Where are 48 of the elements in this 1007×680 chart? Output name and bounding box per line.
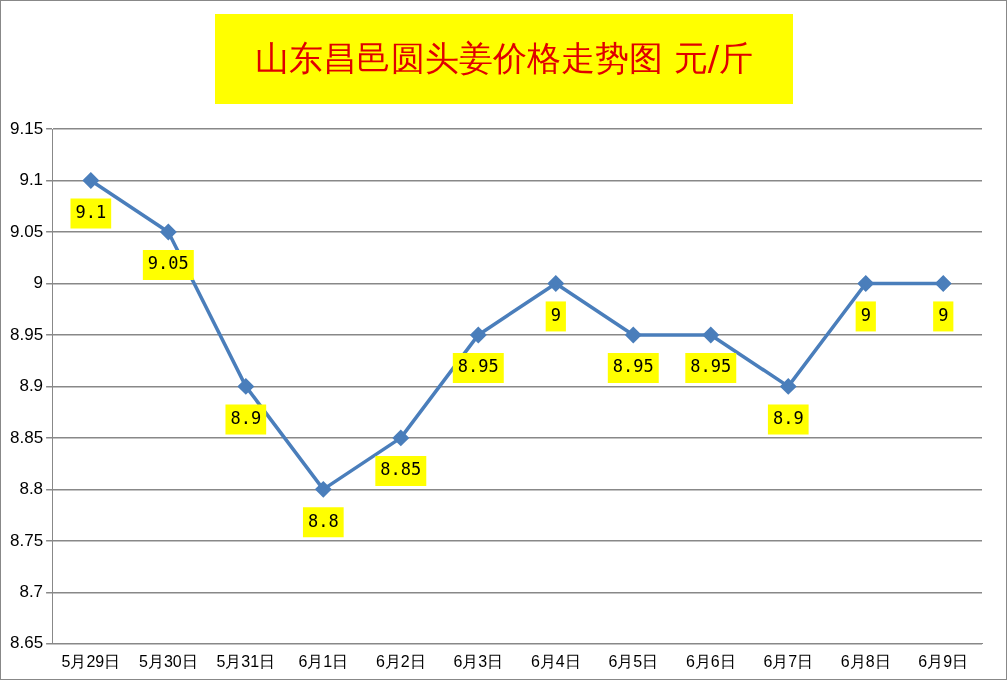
point bbox=[858, 275, 874, 292]
point bbox=[780, 378, 797, 395]
point bbox=[625, 327, 642, 343]
y-tick-label: 8.95 bbox=[9, 324, 44, 344]
data-label: 8.95 bbox=[690, 356, 732, 377]
point bbox=[83, 172, 99, 189]
point bbox=[935, 275, 951, 292]
y-tick-label: 9.15 bbox=[9, 118, 44, 138]
x-tick-label: 6月8日 bbox=[840, 652, 891, 670]
point bbox=[470, 327, 487, 343]
x-tick-label: 6月1日 bbox=[298, 652, 349, 670]
data-label: 8.9 bbox=[772, 407, 804, 428]
y-tick-label: 9.05 bbox=[9, 221, 44, 241]
data-label: 8.9 bbox=[230, 407, 262, 428]
data-label: 8.8 bbox=[307, 510, 339, 531]
x-tick-label: 5月31日 bbox=[216, 652, 276, 670]
x-tick-label: 6月4日 bbox=[530, 652, 581, 670]
x-tick-label: 5月29日 bbox=[61, 652, 121, 670]
chart-title: 山东昌邑圆头姜价格走势图 元/斤 bbox=[215, 14, 793, 104]
data-label: 9 bbox=[938, 304, 949, 325]
x-tick-label: 6月7日 bbox=[763, 652, 814, 670]
point bbox=[548, 275, 564, 292]
point bbox=[160, 224, 177, 240]
data-label: 9 bbox=[860, 304, 871, 325]
y-tick-label: 9 bbox=[33, 273, 44, 293]
point bbox=[315, 481, 332, 498]
point bbox=[703, 327, 719, 343]
data-label: 9.05 bbox=[147, 253, 189, 274]
y-tick-label: 8.85 bbox=[9, 427, 44, 447]
data-label: 8.95 bbox=[612, 356, 654, 377]
x-tick-label: 6月2日 bbox=[375, 652, 426, 670]
x-tick-label: 6月9日 bbox=[918, 652, 969, 670]
y-tick-label: 9.1 bbox=[19, 170, 44, 190]
x-tick-label: 6月3日 bbox=[453, 652, 504, 670]
y-tick-label: 8.75 bbox=[9, 530, 44, 550]
data-label: 9.1 bbox=[75, 201, 107, 222]
point bbox=[393, 430, 409, 446]
y-tick-label: 8.7 bbox=[19, 582, 44, 602]
x-tick-label: 6月6日 bbox=[685, 652, 736, 670]
y-tick-label: 8.65 bbox=[9, 633, 44, 653]
x-tick-label: 5月30日 bbox=[138, 652, 198, 670]
data-label: 9 bbox=[550, 304, 561, 325]
point bbox=[238, 378, 254, 395]
data-label: 8.95 bbox=[457, 356, 499, 377]
y-tick-label: 8.8 bbox=[19, 479, 44, 499]
y-tick-label: 8.9 bbox=[19, 376, 44, 396]
data-label: 8.85 bbox=[380, 459, 422, 480]
x-tick-label: 6月5日 bbox=[608, 652, 659, 670]
